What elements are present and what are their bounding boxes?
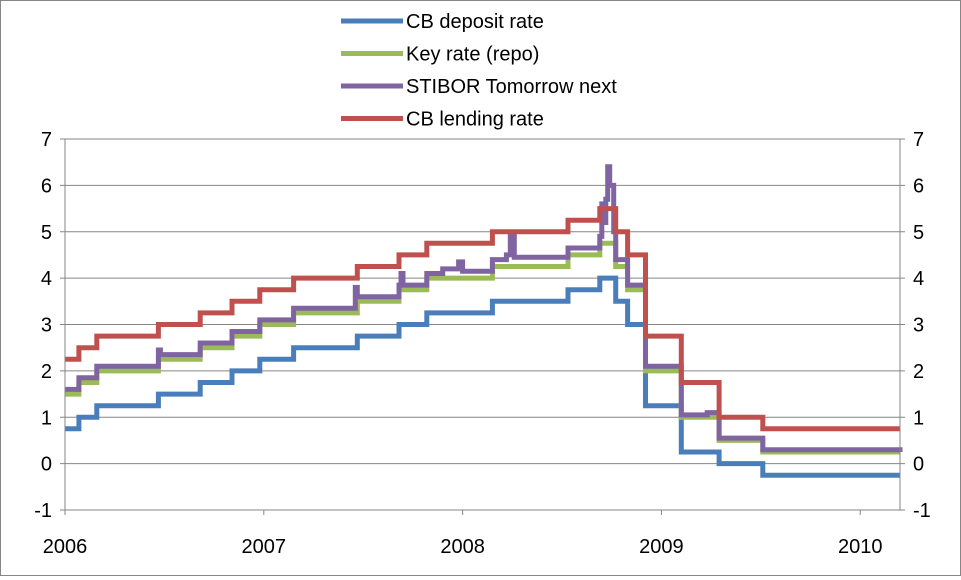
x-tick-label: 2010: [838, 536, 883, 558]
y2-tick-label: 1: [913, 407, 924, 429]
y-tick-label: 1: [41, 407, 52, 429]
legend-label-1: Key rate (repo): [406, 44, 539, 66]
x-tick-label: 2009: [639, 536, 684, 558]
y-tick-label: 6: [41, 175, 52, 197]
y2-tick-label: 0: [913, 454, 924, 476]
series-layer: [65, 164, 903, 478]
legend-label-2: STIBOR Tomorrow next: [406, 76, 617, 98]
y2-tick-label: 2: [913, 361, 924, 383]
series-line-3: [65, 206, 900, 432]
y-tick-label: 5: [41, 222, 52, 244]
x-tick-label: 2008: [440, 536, 485, 558]
y-tick-label: 0: [41, 454, 52, 476]
y2-tick-label: 6: [913, 175, 924, 197]
axes: -1 -1 0 0 1 1 2 2 3 3 4 4 5 5 6 6 7 7 2006 2007 2008 2009 2010: [34, 129, 931, 558]
legend: CB deposit rate Key rate (repo) STIBOR Tom…: [341, 11, 617, 131]
series-line-0: [65, 275, 900, 478]
series-line-2: [65, 164, 903, 453]
y-tick-label: 7: [41, 129, 52, 151]
y2-tick-label: 3: [913, 315, 924, 337]
y-tick-label: 2: [41, 361, 52, 383]
y-tick-label: 4: [41, 268, 52, 290]
y-tick-label: 3: [41, 315, 52, 337]
x-tick-label: 2006: [43, 536, 88, 558]
legend-label-3: CB lending rate: [406, 109, 544, 131]
series-line-1: [65, 240, 900, 455]
y2-tick-label: 5: [913, 222, 924, 244]
x-tick-label: 2007: [242, 536, 287, 558]
y-tick-label: -1: [34, 500, 52, 522]
y2-tick-label: 7: [913, 129, 924, 151]
y2-tick-label: 4: [913, 268, 924, 290]
y2-tick-label: -1: [913, 500, 931, 522]
legend-label-0: CB deposit rate: [406, 11, 544, 33]
